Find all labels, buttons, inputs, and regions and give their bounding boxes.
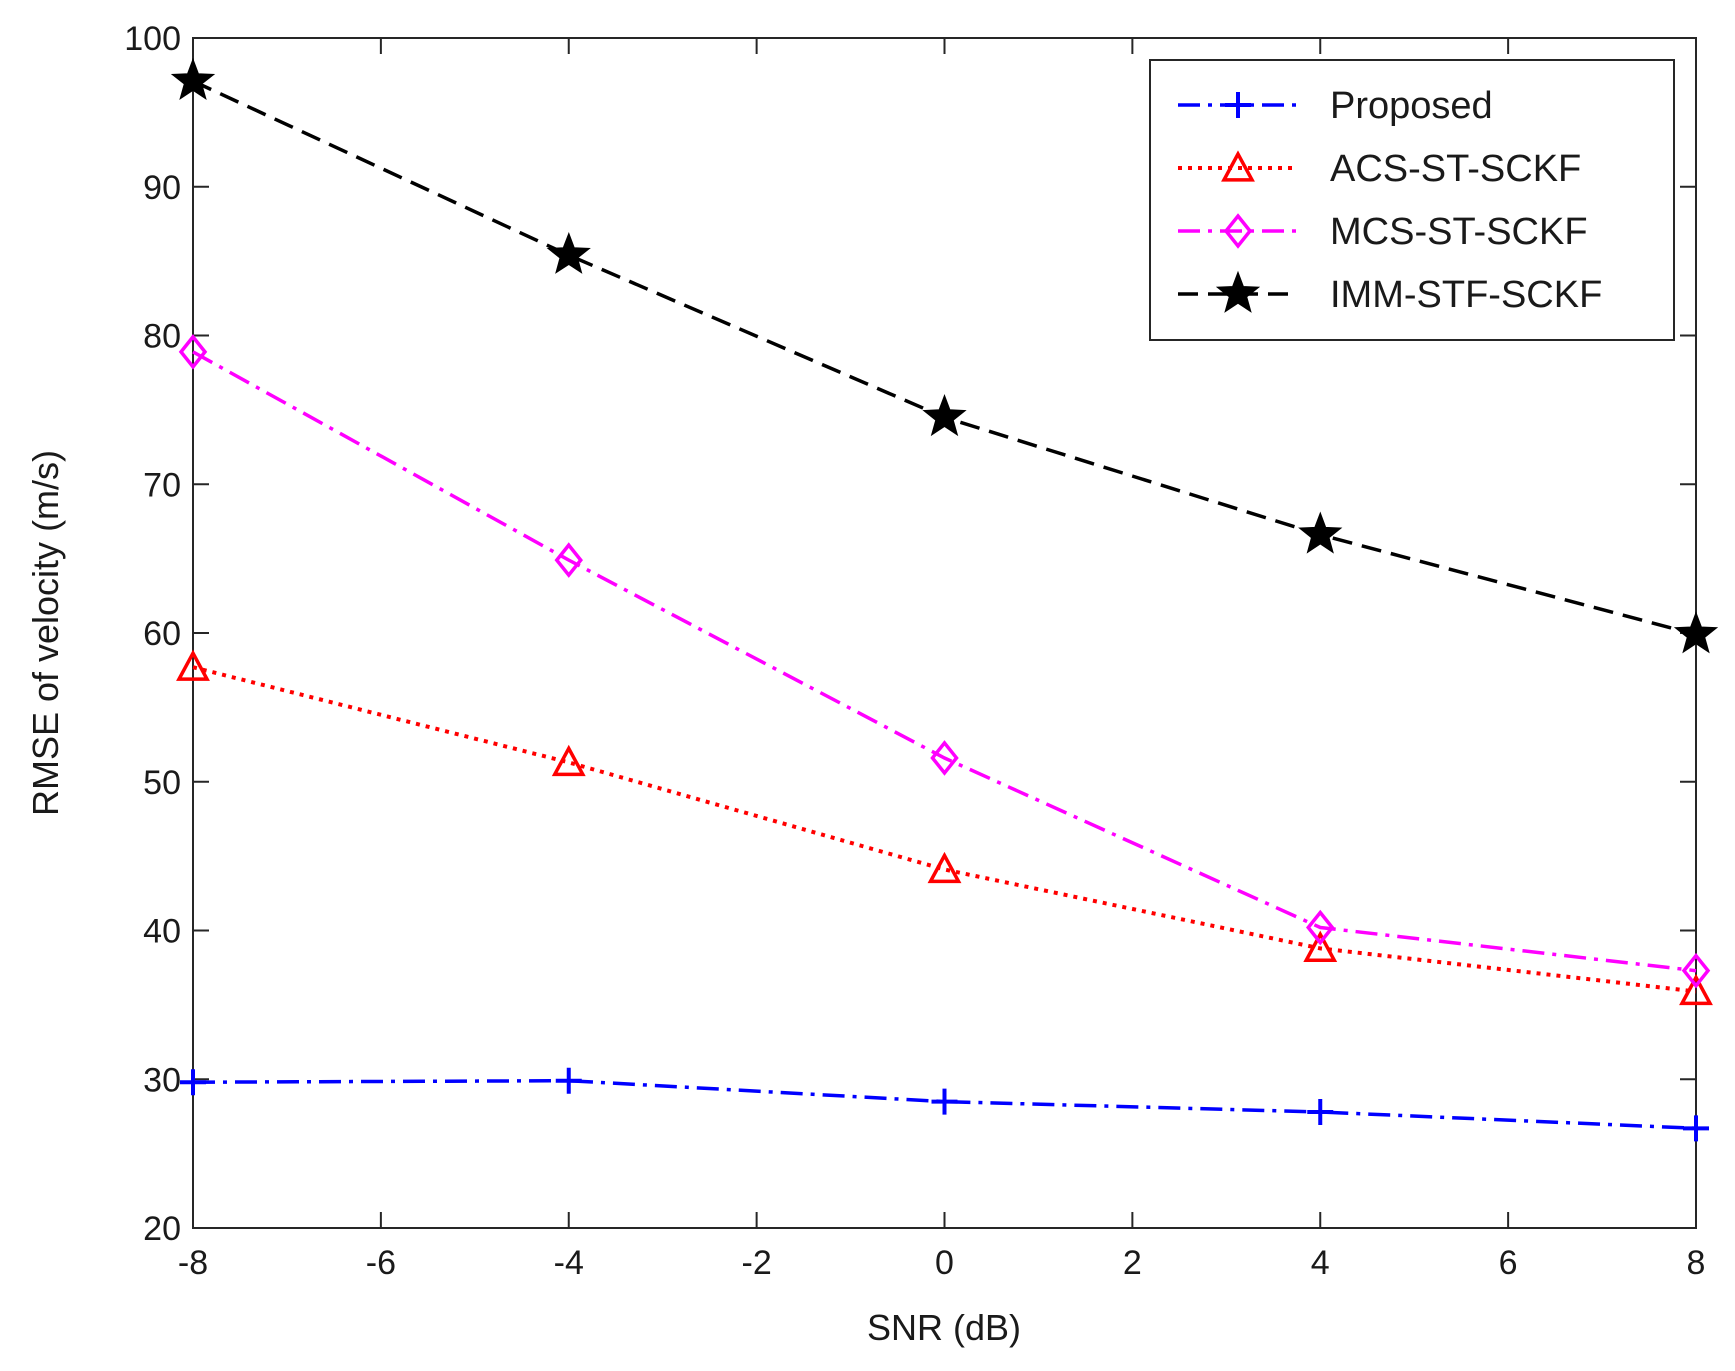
data-point bbox=[1681, 952, 1711, 989]
x-tick-label: 8 bbox=[1687, 1244, 1706, 1282]
y-tick-label: 100 bbox=[124, 20, 181, 58]
data-point bbox=[178, 334, 208, 370]
legend-entry: Proposed bbox=[1178, 85, 1493, 127]
legend-entry: MCS-ST-SCKF bbox=[1178, 211, 1588, 253]
x-tick-label: -4 bbox=[554, 1244, 584, 1282]
x-tick-label: -2 bbox=[742, 1244, 772, 1282]
legend-entry: IMM-STF-SCKF bbox=[1178, 270, 1602, 316]
series-proposed bbox=[180, 1067, 1709, 1142]
data-point bbox=[176, 649, 210, 681]
x-tick-label: -8 bbox=[178, 1244, 208, 1282]
series-line bbox=[192, 350, 1697, 973]
data-point bbox=[546, 231, 591, 274]
y-tick-label: 90 bbox=[143, 169, 181, 207]
legend-label: MCS-ST-SCKF bbox=[1330, 211, 1588, 253]
series-layer bbox=[170, 57, 1719, 1142]
data-point bbox=[180, 1069, 206, 1096]
x-tick-label: 2 bbox=[1123, 1244, 1142, 1282]
y-tick-label: 50 bbox=[143, 764, 181, 802]
data-point bbox=[1306, 909, 1335, 946]
legend-marker bbox=[1225, 92, 1251, 118]
y-axis-title: RMSE of velocity (m/s) bbox=[25, 450, 66, 816]
data-point bbox=[554, 542, 583, 578]
data-point bbox=[170, 57, 216, 100]
x-tick-label: -6 bbox=[366, 1244, 396, 1282]
x-tick-label: 0 bbox=[935, 1244, 954, 1282]
y-tick-label: 80 bbox=[143, 318, 181, 356]
y-tick-label: 30 bbox=[143, 1061, 181, 1099]
x-tick-label: 4 bbox=[1311, 1244, 1330, 1282]
data-point bbox=[1307, 1098, 1334, 1125]
data-point bbox=[922, 394, 967, 437]
data-point bbox=[931, 1088, 958, 1115]
legend-label: IMM-STF-SCKF bbox=[1330, 274, 1602, 316]
legend-entry: ACS-ST-SCKF bbox=[1178, 148, 1581, 190]
data-point bbox=[1679, 973, 1713, 1006]
legend-marker bbox=[1223, 213, 1253, 249]
data-point bbox=[1683, 1115, 1709, 1142]
data-point bbox=[1673, 611, 1719, 654]
x-axis-title: SNR (dB) bbox=[867, 1307, 1021, 1348]
legend-marker bbox=[1215, 270, 1261, 313]
series-mcs-st-sckf bbox=[178, 334, 1711, 989]
data-point bbox=[555, 1067, 582, 1094]
y-tick-label: 20 bbox=[143, 1210, 181, 1248]
legend-label: ACS-ST-SCKF bbox=[1330, 148, 1581, 190]
legend-marker bbox=[1221, 150, 1255, 182]
axis-ticks: -8 -6 -4 -2 0 2 4 6 8 20 30 40 50 60 70 80 90 100 bbox=[124, 20, 1705, 1282]
legend-label: Proposed bbox=[1330, 85, 1493, 127]
x-tick-label: 6 bbox=[1499, 1244, 1518, 1282]
data-point bbox=[927, 851, 962, 884]
y-tick-label: 40 bbox=[143, 913, 181, 951]
series-imm-stf-sckf bbox=[170, 57, 1719, 654]
data-point bbox=[1303, 930, 1338, 962]
data-point bbox=[551, 744, 586, 777]
series-acs-st-sckf bbox=[176, 649, 1713, 1006]
data-point bbox=[930, 740, 959, 776]
legend: Proposed ACS-ST-SCKF MCS-ST-SCKF IMM-STF-SC… bbox=[1149, 59, 1675, 341]
y-tick-label: 70 bbox=[143, 466, 181, 504]
data-point bbox=[1298, 511, 1343, 554]
y-tick-label: 60 bbox=[143, 615, 181, 653]
